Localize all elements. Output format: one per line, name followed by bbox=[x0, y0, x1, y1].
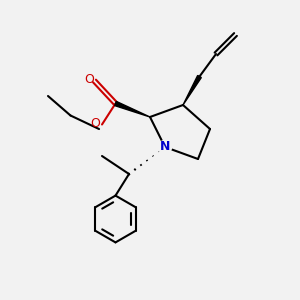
Polygon shape bbox=[115, 101, 150, 117]
Text: O: O bbox=[85, 73, 94, 86]
Polygon shape bbox=[183, 75, 201, 105]
Circle shape bbox=[158, 140, 172, 154]
Text: N: N bbox=[160, 140, 170, 154]
Text: O: O bbox=[91, 117, 100, 130]
